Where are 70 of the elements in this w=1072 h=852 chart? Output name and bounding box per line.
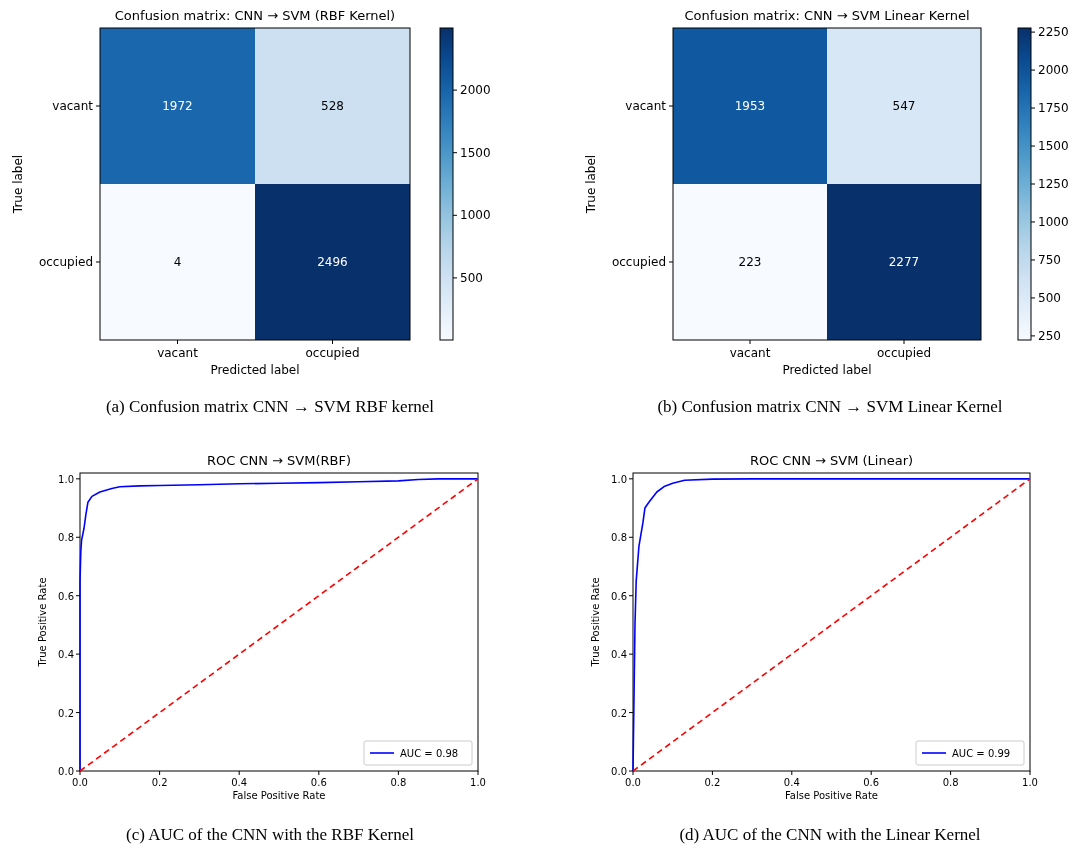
color-bar-label: 250 <box>1038 328 1061 343</box>
x-tick-label: 0.2 <box>151 777 168 788</box>
color-bar-label: 2000 <box>1038 63 1069 78</box>
y-tick-label: 0.6 <box>58 590 74 602</box>
x-tick-label: 0.4 <box>231 777 248 788</box>
x-tick-label: 1.0 <box>1022 777 1038 788</box>
color-bar-label: 2250 <box>1038 25 1069 40</box>
line-series <box>632 478 1031 772</box>
x-tick-label: 0.8 <box>942 777 959 788</box>
y-tick-label: 0.8 <box>611 532 627 544</box>
x-tick-label: vacant <box>157 346 199 360</box>
color-bar-label: 2000 <box>460 83 491 98</box>
color-bar-label: 1750 <box>1038 101 1069 116</box>
y-tick-label: 1.0 <box>611 473 627 485</box>
line-series <box>79 478 479 772</box>
y-tick-label: 0.4 <box>58 649 74 661</box>
chart-title: Confusion matrix: CNN → SVM Linear Kernel <box>684 8 970 23</box>
y-axis-title: True label <box>11 154 25 215</box>
x-tick-label: 0.2 <box>704 777 721 788</box>
x-axis-title: Predicted label <box>210 363 300 377</box>
x-tick-label: 0.6 <box>310 777 327 788</box>
data-label: 1972 <box>162 99 193 113</box>
color-bar-label: 1250 <box>1038 177 1069 191</box>
y-tick-label: 0.2 <box>611 707 627 719</box>
data-label: 547 <box>892 99 916 113</box>
x-tick-label: 0.4 <box>783 777 800 788</box>
data-label: 1953 <box>734 99 766 113</box>
y-axis-title: True Positive Rate <box>37 577 48 668</box>
x-axis-title: Predicted label <box>782 363 872 377</box>
data-label: 4 <box>173 255 182 269</box>
y-tick-label: occupied <box>611 255 666 269</box>
chart-title: ROC CNN → SVM (Linear) <box>749 453 914 468</box>
color-bar-label: 750 <box>1038 252 1061 267</box>
text: (d) AUC of the CNN with the Linear Kernel <box>679 825 981 844</box>
legend-label: AUC = 0.99 <box>952 748 1011 759</box>
x-tick-label: 1.0 <box>470 777 486 788</box>
x-tick-label: 0.8 <box>390 777 407 788</box>
x-axis-title: False Positive Rate <box>232 790 326 801</box>
text: (b) Confusion matrix CNN → SVM Linear Kernel <box>657 397 1003 416</box>
color-bar-label: 1500 <box>1038 139 1069 154</box>
x-tick-label: 0.6 <box>863 777 880 788</box>
y-tick-label: 0.6 <box>611 590 627 602</box>
legend-label: AUC = 0.98 <box>400 748 459 759</box>
y-tick-label: 0.0 <box>58 766 74 777</box>
data-label: 223 <box>738 255 762 269</box>
x-tick-label: vacant <box>729 346 771 360</box>
y-axis-title: True Positive Rate <box>590 577 601 668</box>
y-axis-title: True label <box>584 154 598 215</box>
y-tick-label: occupied <box>38 255 93 269</box>
x-tick-label: occupied <box>876 346 932 360</box>
color-bar-label: 500 <box>460 270 483 285</box>
y-tick-label: 1.0 <box>58 473 74 485</box>
y-tick-label: 0.4 <box>611 649 627 661</box>
y-tick-label: vacant <box>52 99 94 113</box>
chart-title: ROC CNN → SVM(RBF) <box>206 453 352 468</box>
color-bar-label: 1000 <box>1038 214 1069 229</box>
x-axis-title: False Positive Rate <box>785 790 878 801</box>
chart-title: Confusion matrix: CNN → SVM (RBF Kernel) <box>114 8 396 23</box>
color-bar-label: 1000 <box>460 208 491 223</box>
y-tick-label: 0.0 <box>611 766 627 777</box>
x-tick-label: occupied <box>305 346 360 360</box>
color-bar-label: 1500 <box>460 145 491 160</box>
text: (a) Confusion matrix CNN → SVM RBF kernel <box>105 397 435 416</box>
color-bar-label: 500 <box>1038 290 1061 305</box>
data-label: 2277 <box>888 255 920 269</box>
y-tick-label: 0.8 <box>58 532 74 544</box>
y-tick-label: 0.2 <box>58 707 74 719</box>
data-label: 2496 <box>317 255 348 269</box>
data-label: 528 <box>321 99 344 113</box>
text: (c) AUC of the CNN with the RBF Kernel <box>125 825 415 844</box>
